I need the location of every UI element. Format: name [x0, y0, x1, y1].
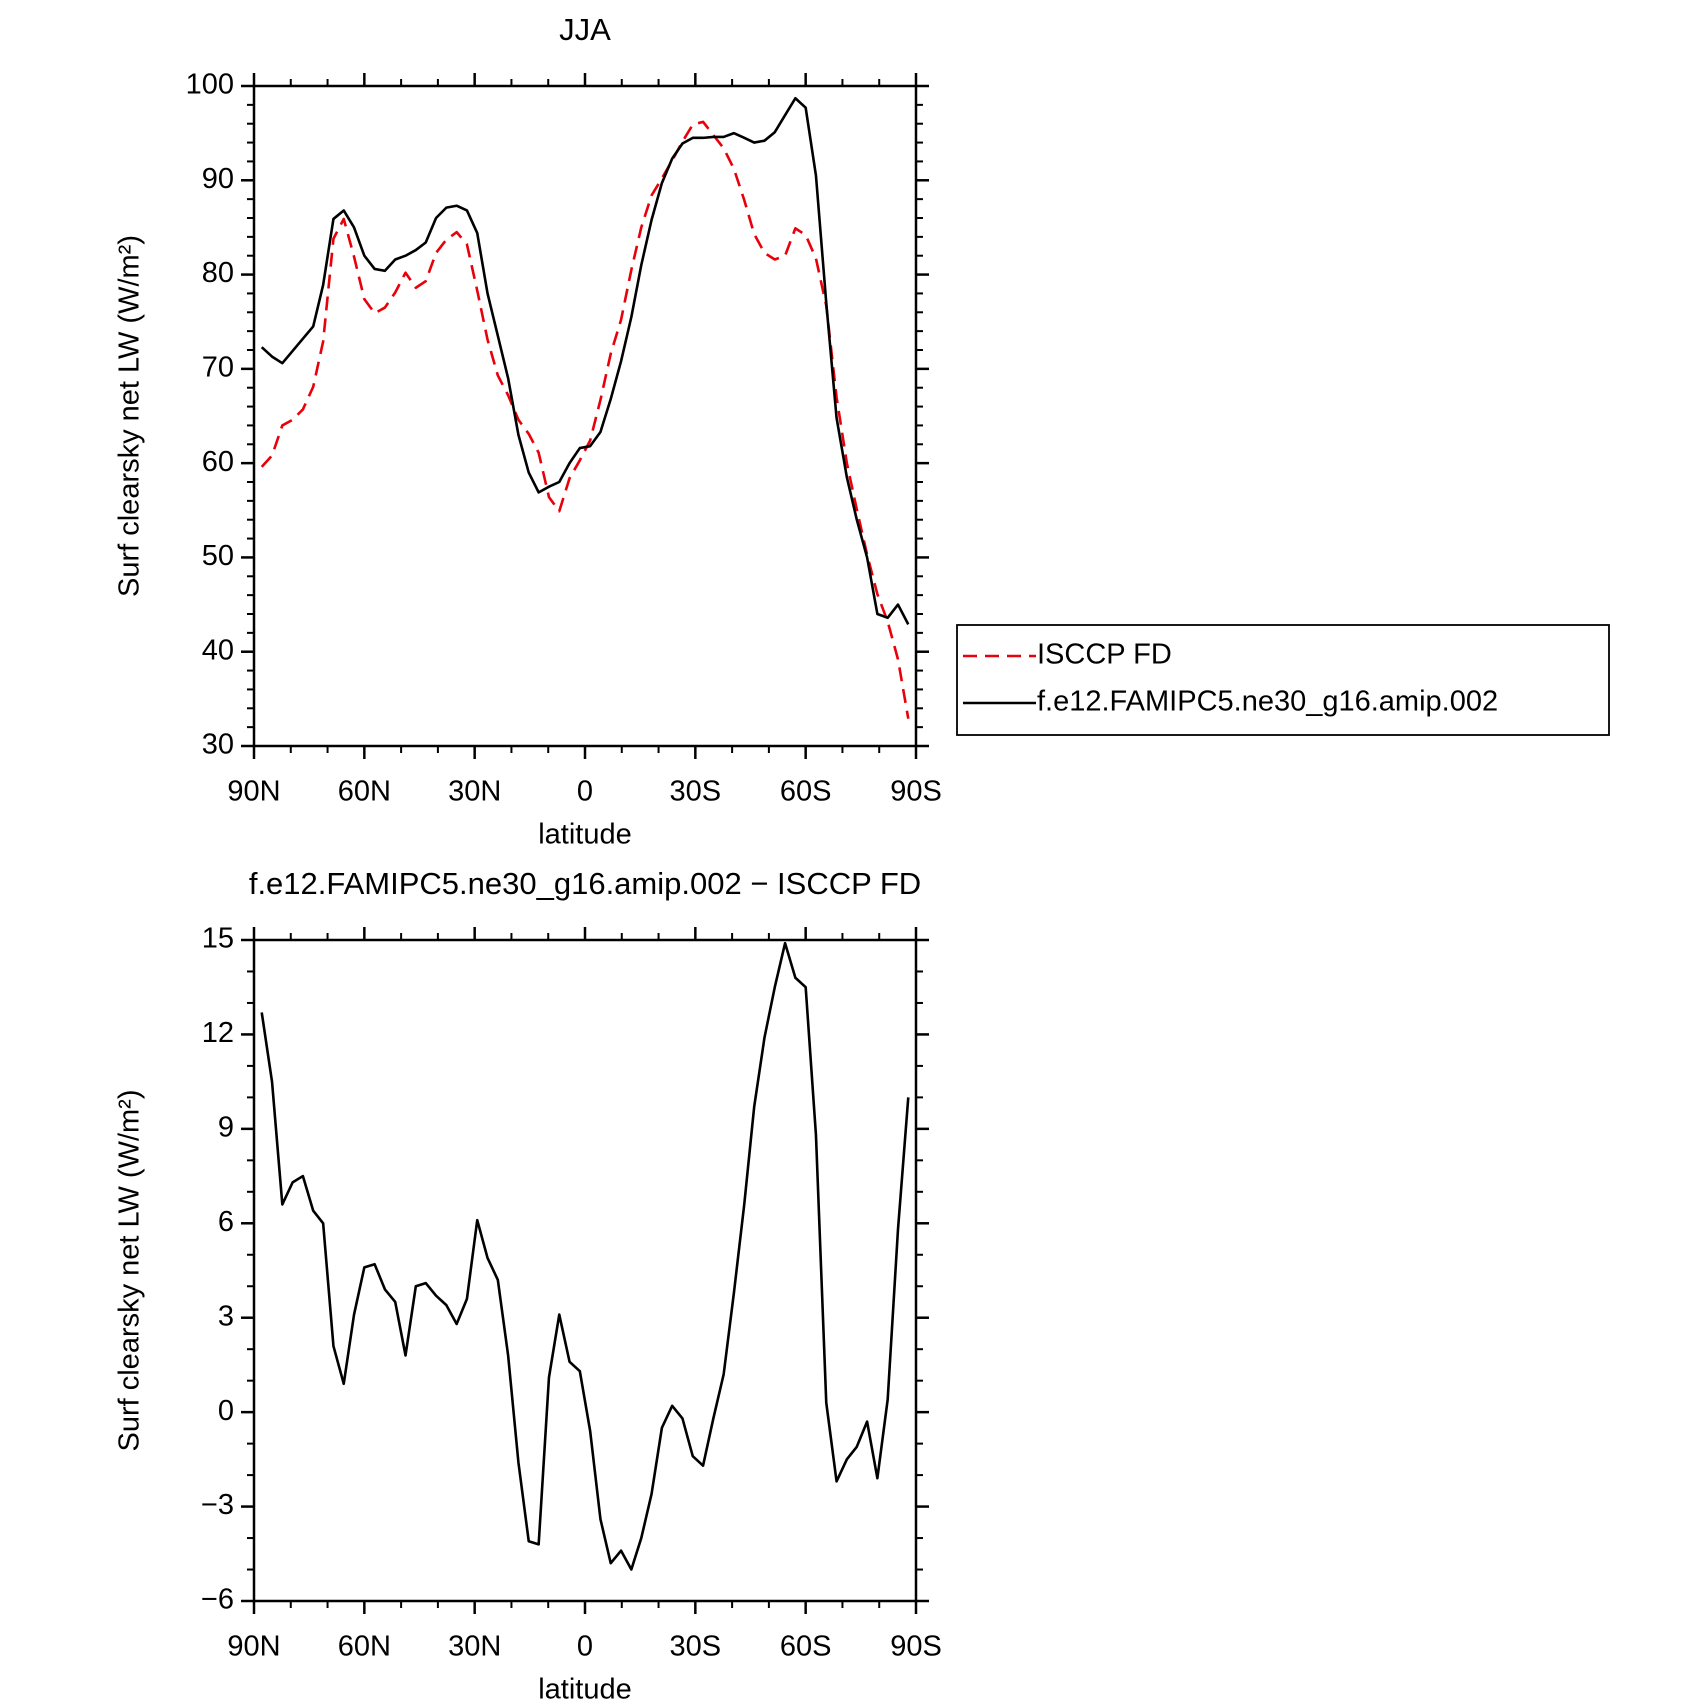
- x-tick-label: 0: [577, 776, 593, 808]
- plot: JJA latitude Surf clearsky net LW (W/m²) 30…: [114, 12, 1610, 851]
- x-tick-label: 60S: [780, 1631, 832, 1663]
- x-tick-label: 90N: [227, 776, 280, 808]
- y-tick-label: 15: [202, 923, 234, 955]
- x-tick-label: 30S: [670, 776, 722, 808]
- y-tick-label: −6: [201, 1584, 234, 1616]
- y-tick-label: 0: [218, 1395, 234, 1427]
- y-axis-label: Surf clearsky net LW (W/m²): [114, 235, 146, 597]
- legend-label: f.e12.FAMIPC5.ne30_g16.amip.002: [1037, 686, 1498, 718]
- legend-box: [956, 624, 1610, 736]
- legend-label: ISCCP FD: [1037, 639, 1172, 671]
- y-tick-label: 3: [218, 1300, 234, 1332]
- x-tick-label: 30N: [448, 1631, 501, 1663]
- y-tick-label: 40: [202, 634, 234, 666]
- y-tick-label: 12: [202, 1017, 234, 1049]
- plot-frame: [252, 938, 918, 1603]
- y-tick-label: 80: [202, 257, 234, 289]
- plot: f.e12.FAMIPC5.ne30_g16.amip.002 − ISCCP …: [114, 866, 942, 1705]
- data-line: [260, 941, 910, 1571]
- data-line: [260, 96, 910, 625]
- x-axis-label: latitude: [538, 1674, 632, 1706]
- x-tick-label: 0: [577, 1631, 593, 1663]
- y-tick-label: 90: [202, 163, 234, 195]
- y-axis-label: Surf clearsky net LW (W/m²): [114, 1090, 146, 1452]
- chart-title: f.e12.FAMIPC5.ne30_g16.amip.002 − ISCCP …: [249, 866, 921, 901]
- y-tick-label: 100: [186, 69, 234, 101]
- data-line: [260, 120, 910, 719]
- y-tick-label: 30: [202, 729, 234, 761]
- y-tick-label: 70: [202, 352, 234, 384]
- x-axis-label: latitude: [538, 819, 632, 851]
- y-tick-label: 50: [202, 540, 234, 572]
- x-tick-label: 60N: [338, 1631, 391, 1663]
- y-tick-label: 60: [202, 446, 234, 478]
- x-tick-label: 90S: [890, 1631, 942, 1663]
- x-tick-label: 60N: [338, 776, 391, 808]
- y-tick-label: 9: [218, 1112, 234, 1144]
- y-tick-label: −3: [201, 1489, 234, 1521]
- chart-title: JJA: [559, 12, 611, 47]
- x-tick-label: 30N: [448, 776, 501, 808]
- x-tick-label: 30S: [670, 1631, 722, 1663]
- x-tick-label: 90N: [227, 1631, 280, 1663]
- y-tick-label: 6: [218, 1206, 234, 1238]
- x-tick-label: 60S: [780, 776, 832, 808]
- x-tick-label: 90S: [890, 776, 942, 808]
